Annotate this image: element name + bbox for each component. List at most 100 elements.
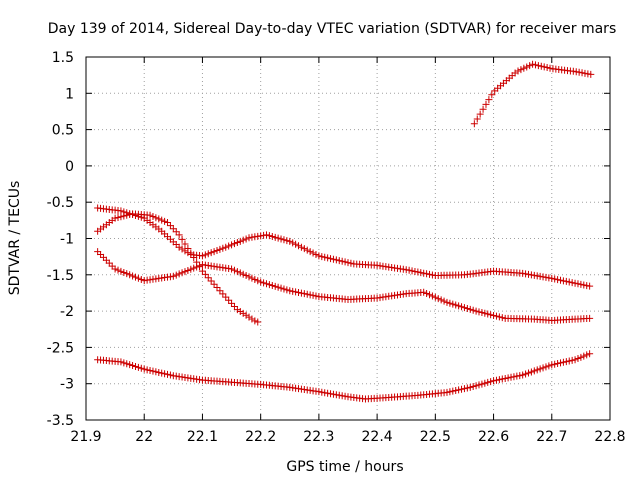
data-point: [178, 269, 186, 277]
data-point: [437, 296, 445, 304]
data-point: [172, 271, 180, 279]
data-point: [312, 250, 320, 258]
data-point: [286, 287, 294, 295]
tick-layer: [85, 56, 611, 421]
data-point: [574, 355, 582, 363]
data-point: [295, 242, 303, 250]
data-point: [187, 249, 195, 257]
data-layer: [94, 60, 595, 403]
data-point: [517, 66, 525, 74]
data-point: [504, 374, 512, 382]
data-point: [300, 290, 308, 298]
y-tick-label: -3: [60, 377, 74, 393]
data-point: [522, 270, 530, 278]
data-point: [543, 64, 551, 72]
data-point: [533, 366, 541, 374]
data-point: [149, 367, 157, 375]
data-point: [492, 376, 500, 384]
data-point: [484, 310, 492, 318]
y-tick-label: -0.5: [47, 195, 74, 211]
data-point: [152, 214, 160, 222]
data-point: [251, 317, 259, 325]
data-point: [140, 365, 148, 373]
data-point: [181, 240, 189, 248]
data-point: [201, 251, 209, 259]
data-point: [117, 267, 125, 275]
series-satellite-a: [470, 60, 595, 128]
data-point: [204, 250, 212, 258]
data-point: [514, 67, 522, 75]
data-point: [423, 289, 431, 297]
data-point: [551, 360, 559, 368]
y-tick-label: -1: [60, 232, 74, 248]
x-tick-label: 22.2: [245, 429, 276, 445]
data-point: [318, 388, 326, 396]
data-point: [236, 237, 244, 245]
series-satellite-c: [94, 210, 262, 326]
data-point: [537, 62, 545, 70]
data-point: [233, 238, 241, 246]
data-point: [458, 303, 466, 311]
data-point: [257, 278, 265, 286]
data-point: [559, 277, 567, 285]
data-point: [523, 63, 531, 71]
data-point: [473, 115, 481, 123]
data-point: [530, 367, 538, 375]
data-point: [531, 61, 539, 69]
data-point: [137, 364, 145, 372]
data-point: [190, 254, 198, 262]
data-point: [557, 276, 565, 284]
data-point: [175, 243, 183, 251]
data-point: [306, 291, 314, 299]
series-satellite-d: [94, 248, 594, 325]
data-point: [539, 364, 547, 372]
data-point: [158, 216, 166, 224]
data-point: [210, 248, 218, 256]
data-point: [268, 233, 276, 241]
data-point: [321, 253, 329, 261]
data-point: [152, 368, 160, 376]
data-point: [120, 268, 128, 276]
data-point: [123, 360, 131, 368]
data-point: [479, 105, 487, 113]
data-point: [460, 385, 468, 393]
data-point: [402, 266, 410, 274]
data-point: [490, 377, 498, 385]
data-point: [161, 217, 169, 225]
data-point: [583, 282, 591, 290]
data-point: [568, 356, 576, 364]
data-point: [166, 222, 174, 230]
y-tick-label: 0.5: [52, 123, 74, 139]
data-point: [280, 236, 288, 244]
data-point: [254, 318, 262, 326]
data-point: [245, 273, 253, 281]
data-point: [198, 252, 206, 260]
data-point: [452, 301, 460, 309]
data-point: [583, 351, 591, 359]
data-point: [155, 215, 163, 223]
data-point: [137, 275, 145, 283]
data-point: [460, 304, 468, 312]
data-point: [449, 387, 457, 395]
data-point: [446, 388, 454, 396]
y-tick-label: -2.5: [47, 340, 74, 356]
data-point: [335, 257, 343, 265]
data-point: [338, 257, 346, 265]
x-tick-label: 22.3: [303, 429, 334, 445]
data-point: [207, 249, 215, 257]
data-point: [466, 305, 474, 313]
data-point: [534, 62, 542, 70]
data-point: [219, 290, 227, 298]
data-point: [554, 276, 562, 284]
data-point: [131, 273, 139, 281]
data-point: [216, 245, 224, 253]
data-point: [228, 265, 236, 273]
data-point: [466, 383, 474, 391]
y-tick-label: -1.5: [47, 268, 74, 284]
data-point: [487, 378, 495, 386]
data-point: [545, 362, 553, 370]
x-tick-label: 22.8: [594, 429, 625, 445]
data-point: [225, 296, 233, 304]
data-point: [536, 365, 544, 373]
